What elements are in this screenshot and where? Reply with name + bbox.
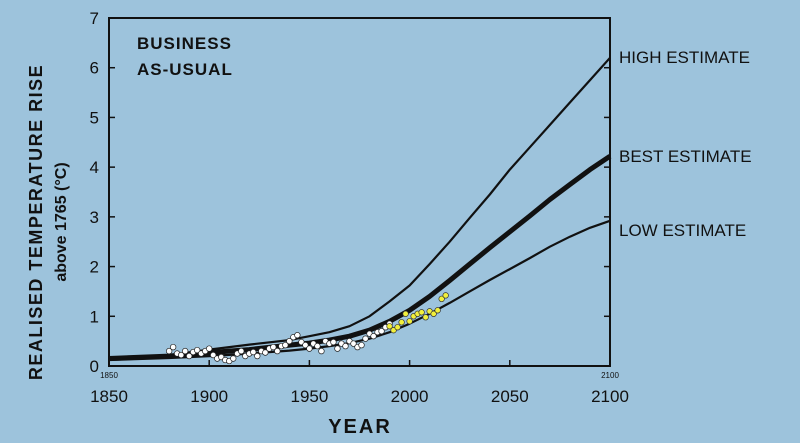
recent-point — [398, 319, 405, 326]
observed-point — [330, 338, 337, 346]
small-x-label-left: 1850 — [100, 371, 118, 380]
x-tick-label: 2100 — [591, 387, 629, 406]
observed-point — [210, 351, 217, 359]
observed-point — [358, 341, 365, 349]
observed-point — [262, 349, 269, 356]
recent-point — [422, 314, 429, 321]
observed-point — [342, 342, 349, 350]
observed-point — [318, 347, 325, 355]
y-tick-label: 3 — [90, 208, 99, 227]
recent-point — [434, 307, 441, 314]
small-x-label-right: 2100 — [601, 371, 619, 380]
high-estimate-label: HIGH ESTIMATE — [619, 48, 750, 67]
x-axis-label: YEAR — [328, 416, 392, 438]
y-tick-label: 0 — [90, 357, 99, 376]
recent-point — [386, 323, 393, 330]
best-estimate-label: BEST ESTIMATE — [619, 147, 752, 166]
y-tick-label: 4 — [90, 158, 99, 177]
recent-point — [438, 295, 445, 303]
low-estimate-line — [108, 219, 611, 362]
y-tick-label: 5 — [90, 108, 99, 127]
observed-point — [274, 347, 281, 355]
x-tick-label: 2000 — [391, 387, 429, 406]
observed-point — [302, 341, 309, 349]
observed-point — [206, 345, 213, 352]
scenario-label-line2: AS-USUAL — [137, 60, 233, 79]
scenario-label-line1: BUSINESS — [137, 34, 232, 53]
observed-point — [314, 342, 321, 350]
observed-point — [238, 347, 245, 355]
x-tick-label: 1850 — [90, 387, 128, 406]
y-tick-label: 7 — [90, 9, 99, 28]
x-tick-label: 1950 — [290, 387, 328, 406]
recent-point — [394, 324, 401, 331]
observed-point — [230, 355, 237, 362]
y-axis-sublabel: above 1765 (°C) — [53, 162, 70, 281]
high-estimate-line — [108, 57, 611, 360]
x-tick-label: 2050 — [491, 387, 529, 406]
observed-point — [350, 340, 357, 347]
observed-point — [254, 352, 261, 360]
recent-point — [418, 309, 425, 316]
observed-point — [306, 345, 313, 352]
observed-point — [286, 337, 293, 345]
y-tick-label: 6 — [90, 59, 99, 78]
observed-point — [270, 343, 277, 351]
recent-point — [430, 310, 437, 317]
observed-point — [186, 352, 193, 360]
observed-point — [294, 332, 301, 339]
y-tick-label: 1 — [90, 307, 99, 326]
best-estimate-line — [108, 154, 612, 361]
observed-point — [165, 347, 173, 355]
observed-point — [282, 341, 289, 349]
observed-point — [169, 343, 177, 351]
observed-point — [194, 346, 201, 354]
x-tick-label: 1900 — [190, 387, 228, 406]
plot-frame — [108, 17, 611, 367]
observed-point — [378, 328, 385, 335]
recent-point — [406, 318, 413, 325]
recent-point — [442, 292, 449, 299]
observed-point — [250, 348, 257, 356]
observed-point — [362, 335, 369, 342]
observed-point — [334, 345, 341, 352]
y-tick-label: 2 — [90, 258, 99, 277]
y-axis-label: REALISED TEMPERATURE RISE — [26, 64, 46, 380]
observed-point — [370, 333, 377, 340]
observed-point — [177, 351, 185, 359]
recent-point — [402, 310, 409, 317]
observed-point — [182, 347, 189, 355]
low-estimate-label: LOW ESTIMATE — [619, 221, 746, 240]
